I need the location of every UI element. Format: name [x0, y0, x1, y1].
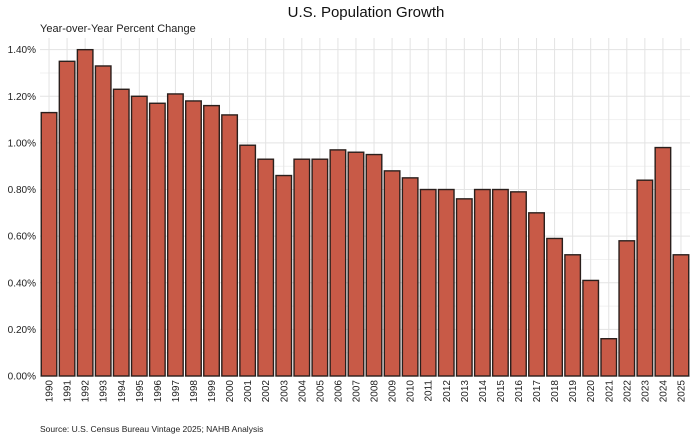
- bar-2023: [636, 179, 654, 377]
- bar-2010: [401, 177, 419, 377]
- bar-2025: [672, 254, 690, 377]
- x-tick-label: 1991: [63, 380, 74, 403]
- x-tick-label: 2009: [388, 380, 399, 403]
- bar-2024: [654, 146, 672, 377]
- y-tick-label: 1.40%: [8, 45, 36, 56]
- x-tick-label: 2018: [550, 380, 561, 403]
- x-tick-label: 2004: [297, 380, 308, 403]
- x-tick-label: 2022: [622, 380, 633, 403]
- bar-2002: [257, 158, 275, 377]
- x-tick-label: 1995: [135, 380, 146, 403]
- x-tick-label: 1999: [207, 380, 218, 403]
- bar-2004: [293, 158, 311, 377]
- x-tick-label: 2001: [243, 380, 254, 403]
- bar-2006: [329, 149, 347, 377]
- x-tick-label: 2025: [676, 380, 687, 403]
- bar-2014: [473, 188, 491, 377]
- x-tick-label: 2024: [658, 380, 669, 403]
- y-tick-label: 0.20%: [8, 325, 36, 336]
- x-tick-label: 2006: [333, 380, 344, 403]
- bars: [40, 48, 690, 377]
- bar-2003: [275, 174, 293, 377]
- bar-1991: [58, 60, 76, 377]
- x-tick-label: 2003: [279, 380, 290, 403]
- bar-1995: [130, 95, 148, 377]
- bar-2001: [239, 144, 257, 377]
- bar-2022: [618, 240, 636, 377]
- bar-2015: [491, 188, 509, 377]
- chart-subtitle: Year-over-Year Percent Change: [40, 23, 196, 35]
- bar-1998: [185, 100, 202, 377]
- bar-2011: [419, 188, 437, 377]
- x-tick-label: 2007: [351, 380, 362, 403]
- bar-1996: [148, 102, 166, 377]
- chart-title: U.S. Population Growth: [288, 4, 445, 21]
- bar-1992: [76, 48, 94, 377]
- x-tick-label: 2013: [460, 380, 471, 403]
- bar-2017: [528, 212, 545, 377]
- y-tick-label: 0.00%: [8, 372, 36, 383]
- x-tick-label: 1996: [153, 380, 164, 403]
- x-tick-label: 2014: [478, 380, 489, 403]
- x-tick-label: 2020: [586, 380, 597, 403]
- x-tick-label: 2008: [370, 380, 381, 403]
- bar-2013: [455, 198, 473, 377]
- bar-2007: [347, 151, 365, 377]
- bar-1997: [166, 93, 184, 377]
- x-tick-label: 2002: [261, 380, 272, 403]
- x-tick-label: 2015: [496, 380, 507, 403]
- x-tick-label: 2023: [640, 380, 651, 403]
- x-tick-label: 2019: [568, 380, 579, 403]
- bar-2005: [311, 158, 329, 377]
- y-tick-label: 0.60%: [8, 232, 36, 243]
- x-tick-label: 2011: [424, 380, 435, 402]
- x-tick-label: 1993: [99, 380, 110, 403]
- x-tick-label: 1990: [45, 380, 56, 403]
- bar-2019: [564, 254, 582, 377]
- bar-2012: [437, 188, 455, 377]
- bar-2018: [546, 237, 564, 377]
- bar-2016: [510, 191, 527, 377]
- y-tick-label: 0.80%: [8, 185, 36, 196]
- source-note: Source: U.S. Census Bureau Vintage 2025;…: [40, 424, 263, 434]
- x-tick-label: 2021: [604, 380, 615, 403]
- x-tick-label: 1997: [171, 380, 182, 403]
- bar-2021: [600, 338, 618, 377]
- bar-2020: [582, 279, 600, 377]
- bar-1990: [40, 111, 58, 377]
- x-tick-label: 2000: [225, 380, 236, 403]
- x-tick-label: 2012: [442, 380, 453, 403]
- bar-1993: [94, 65, 112, 377]
- bar-2000: [221, 114, 239, 377]
- x-tick-label: 2016: [514, 380, 525, 403]
- x-tick-label: 2017: [532, 380, 543, 403]
- x-tick-label: 1992: [81, 380, 92, 403]
- x-tick-label: 2005: [315, 380, 326, 403]
- y-tick-label: 1.20%: [8, 92, 36, 103]
- y-tick-label: 0.40%: [8, 278, 36, 289]
- bar-2009: [383, 170, 401, 377]
- x-tick-label: 1998: [189, 380, 200, 403]
- y-axis-ticks: 0.00% 0.20% 0.40% 0.60% 0.80% 1.00% 1.20% 1.40%: [8, 45, 36, 382]
- x-tick-label: 1994: [117, 380, 128, 403]
- bar-2008: [365, 153, 383, 377]
- y-tick-label: 1.00%: [8, 138, 36, 149]
- bar-1994: [112, 88, 130, 377]
- bar-1999: [203, 104, 220, 377]
- x-tick-label: 2010: [406, 380, 417, 403]
- x-axis-ticks: 1990 1991 1992 1993 1994 1995 1996 1997 1998 1999…: [45, 380, 688, 403]
